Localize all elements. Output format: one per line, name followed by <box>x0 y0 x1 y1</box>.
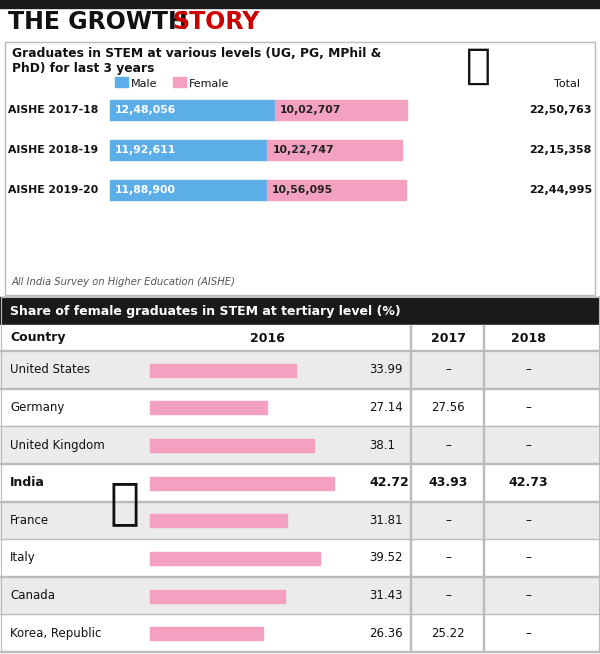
Text: Country: Country <box>10 332 65 345</box>
Bar <box>0 350 600 351</box>
Text: United States: United States <box>10 364 90 376</box>
Text: 25.22: 25.22 <box>431 627 465 640</box>
Bar <box>1 297 599 652</box>
Bar <box>0 0 600 8</box>
Bar <box>0 464 600 502</box>
Text: Share of female graduates in STEM at tertiary level (%): Share of female graduates in STEM at ter… <box>10 305 401 317</box>
Bar <box>268 140 403 160</box>
Text: 22,44,995: 22,44,995 <box>529 185 592 195</box>
Text: THE GROWTH: THE GROWTH <box>8 10 196 34</box>
Text: 10,02,707: 10,02,707 <box>280 105 341 115</box>
Text: 2018: 2018 <box>511 332 545 345</box>
Bar <box>150 364 296 377</box>
Bar <box>5 42 595 295</box>
Bar <box>0 351 600 388</box>
Bar <box>110 180 267 200</box>
Bar <box>150 552 320 565</box>
Bar <box>150 402 267 415</box>
Bar <box>173 77 186 87</box>
Text: India: India <box>10 476 45 489</box>
Text: 🎓: 🎓 <box>466 45 491 87</box>
Text: –: – <box>525 627 531 640</box>
Text: 31.43: 31.43 <box>369 589 403 602</box>
Text: –: – <box>445 364 451 376</box>
Text: 2017: 2017 <box>431 332 466 345</box>
Text: Canada: Canada <box>10 589 55 602</box>
Text: United Kingdom: United Kingdom <box>10 439 105 451</box>
Bar <box>0 297 600 325</box>
Text: 10,22,747: 10,22,747 <box>272 145 334 155</box>
Text: 42.72: 42.72 <box>369 476 409 489</box>
Text: –: – <box>525 551 531 564</box>
Bar <box>150 439 314 452</box>
Text: 22,50,763: 22,50,763 <box>530 105 592 115</box>
Bar <box>0 614 600 652</box>
Text: AISHE 2018-19: AISHE 2018-19 <box>8 145 98 155</box>
Text: AISHE 2019-20: AISHE 2019-20 <box>8 185 98 195</box>
Text: –: – <box>525 439 531 451</box>
Text: Italy: Italy <box>10 551 36 564</box>
Text: France: France <box>10 514 49 527</box>
Text: 27.56: 27.56 <box>431 401 465 414</box>
Text: PhD) for last 3 years: PhD) for last 3 years <box>12 62 154 75</box>
Text: 🎓: 🎓 <box>110 479 140 526</box>
Text: Total: Total <box>554 79 580 89</box>
Text: 39.52: 39.52 <box>369 551 403 564</box>
Text: 12,48,056: 12,48,056 <box>115 105 176 115</box>
Text: –: – <box>445 551 451 564</box>
Bar <box>110 140 268 160</box>
Text: –: – <box>525 589 531 602</box>
Text: AISHE 2017-18: AISHE 2017-18 <box>8 105 98 115</box>
Text: All India Survey on Higher Education (AISHE): All India Survey on Higher Education (AI… <box>12 277 236 287</box>
Text: Korea, Republic: Korea, Republic <box>10 627 101 640</box>
Bar <box>275 100 407 120</box>
Text: Female: Female <box>189 79 229 89</box>
Bar <box>150 514 287 527</box>
Bar <box>267 180 406 200</box>
Text: 10,56,095: 10,56,095 <box>272 185 333 195</box>
Text: 38.1: 38.1 <box>369 439 395 451</box>
Text: 27.14: 27.14 <box>369 401 403 414</box>
Bar <box>150 477 334 490</box>
Bar <box>0 539 600 577</box>
Text: 43.93: 43.93 <box>428 476 467 489</box>
Text: 22,15,358: 22,15,358 <box>530 145 592 155</box>
Text: STORY: STORY <box>172 10 260 34</box>
Text: Germany: Germany <box>10 401 64 414</box>
Bar <box>0 426 600 464</box>
Text: Male: Male <box>131 79 157 89</box>
Text: Graduates in STEM at various levels (UG, PG, MPhil &: Graduates in STEM at various levels (UG,… <box>12 47 381 60</box>
Text: 2016: 2016 <box>250 332 285 345</box>
Bar <box>150 627 263 640</box>
Text: 11,92,611: 11,92,611 <box>115 145 176 155</box>
Text: –: – <box>525 514 531 527</box>
Text: 11,88,900: 11,88,900 <box>115 185 176 195</box>
Bar <box>115 77 128 87</box>
Text: –: – <box>525 401 531 414</box>
Bar <box>0 325 600 351</box>
Text: –: – <box>445 514 451 527</box>
Bar <box>0 577 600 614</box>
Bar <box>0 388 600 426</box>
Text: 31.81: 31.81 <box>369 514 403 527</box>
Text: 33.99: 33.99 <box>369 364 403 376</box>
Bar <box>110 100 275 120</box>
Text: 26.36: 26.36 <box>369 627 403 640</box>
Text: –: – <box>445 439 451 451</box>
Text: 42.73: 42.73 <box>508 476 548 489</box>
Bar <box>483 325 484 652</box>
Bar <box>0 502 600 539</box>
Text: –: – <box>525 364 531 376</box>
Text: –: – <box>445 589 451 602</box>
Bar <box>150 589 285 602</box>
